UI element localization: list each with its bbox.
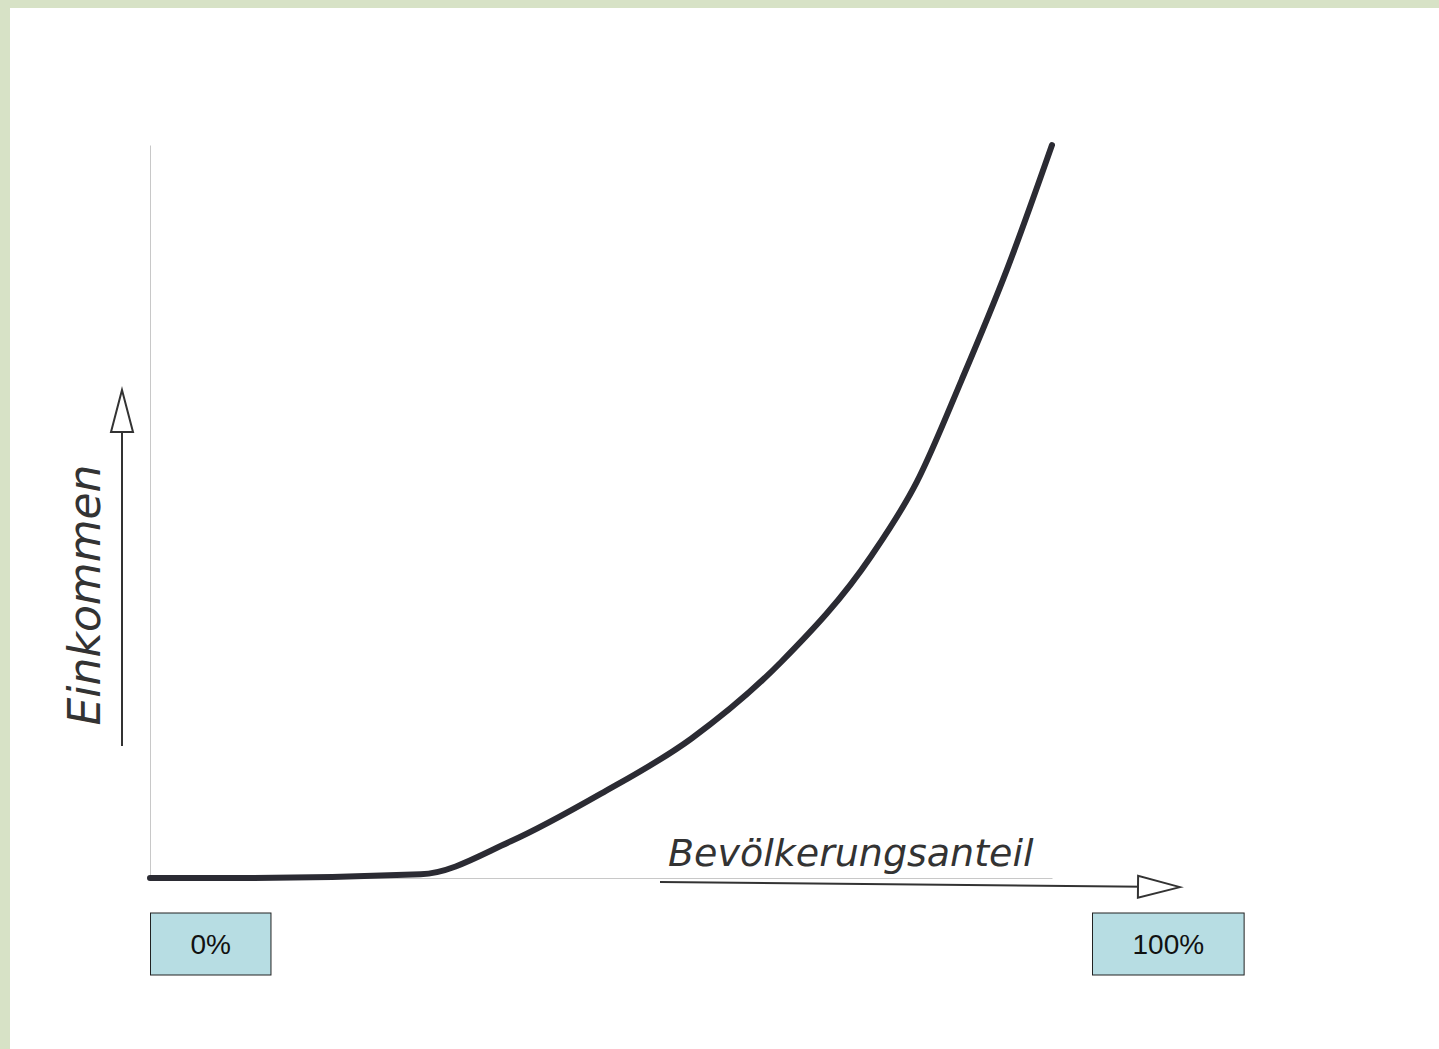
tick-label-box (1093, 913, 1245, 975)
x-arrow (660, 876, 1180, 898)
x-tick-label: 100% (1133, 929, 1205, 960)
x-tick-label: 0% (191, 929, 231, 960)
chart: 0% 100% Bevölkerungsanteil Einkommen (0, 0, 1439, 1049)
plot-area (150, 145, 1052, 878)
x-arrow-shaft (660, 882, 1170, 887)
x-arrow-head (1138, 876, 1180, 898)
y-arrow-head (111, 390, 133, 432)
x-axis-title: Bevölkerungsanteil (668, 831, 1034, 875)
y-axis-line (150, 146, 151, 879)
tick-label-box (151, 913, 271, 975)
x-tick: 0% (151, 878, 271, 975)
x-axis: 0% 100% (151, 878, 1245, 975)
y-arrow (111, 390, 133, 746)
paper (10, 8, 1439, 1049)
y-axis (150, 146, 151, 879)
y-axis-title: Einkommen (59, 465, 110, 726)
income-curve (150, 145, 1052, 878)
y-arrow-shaft (121, 400, 123, 746)
